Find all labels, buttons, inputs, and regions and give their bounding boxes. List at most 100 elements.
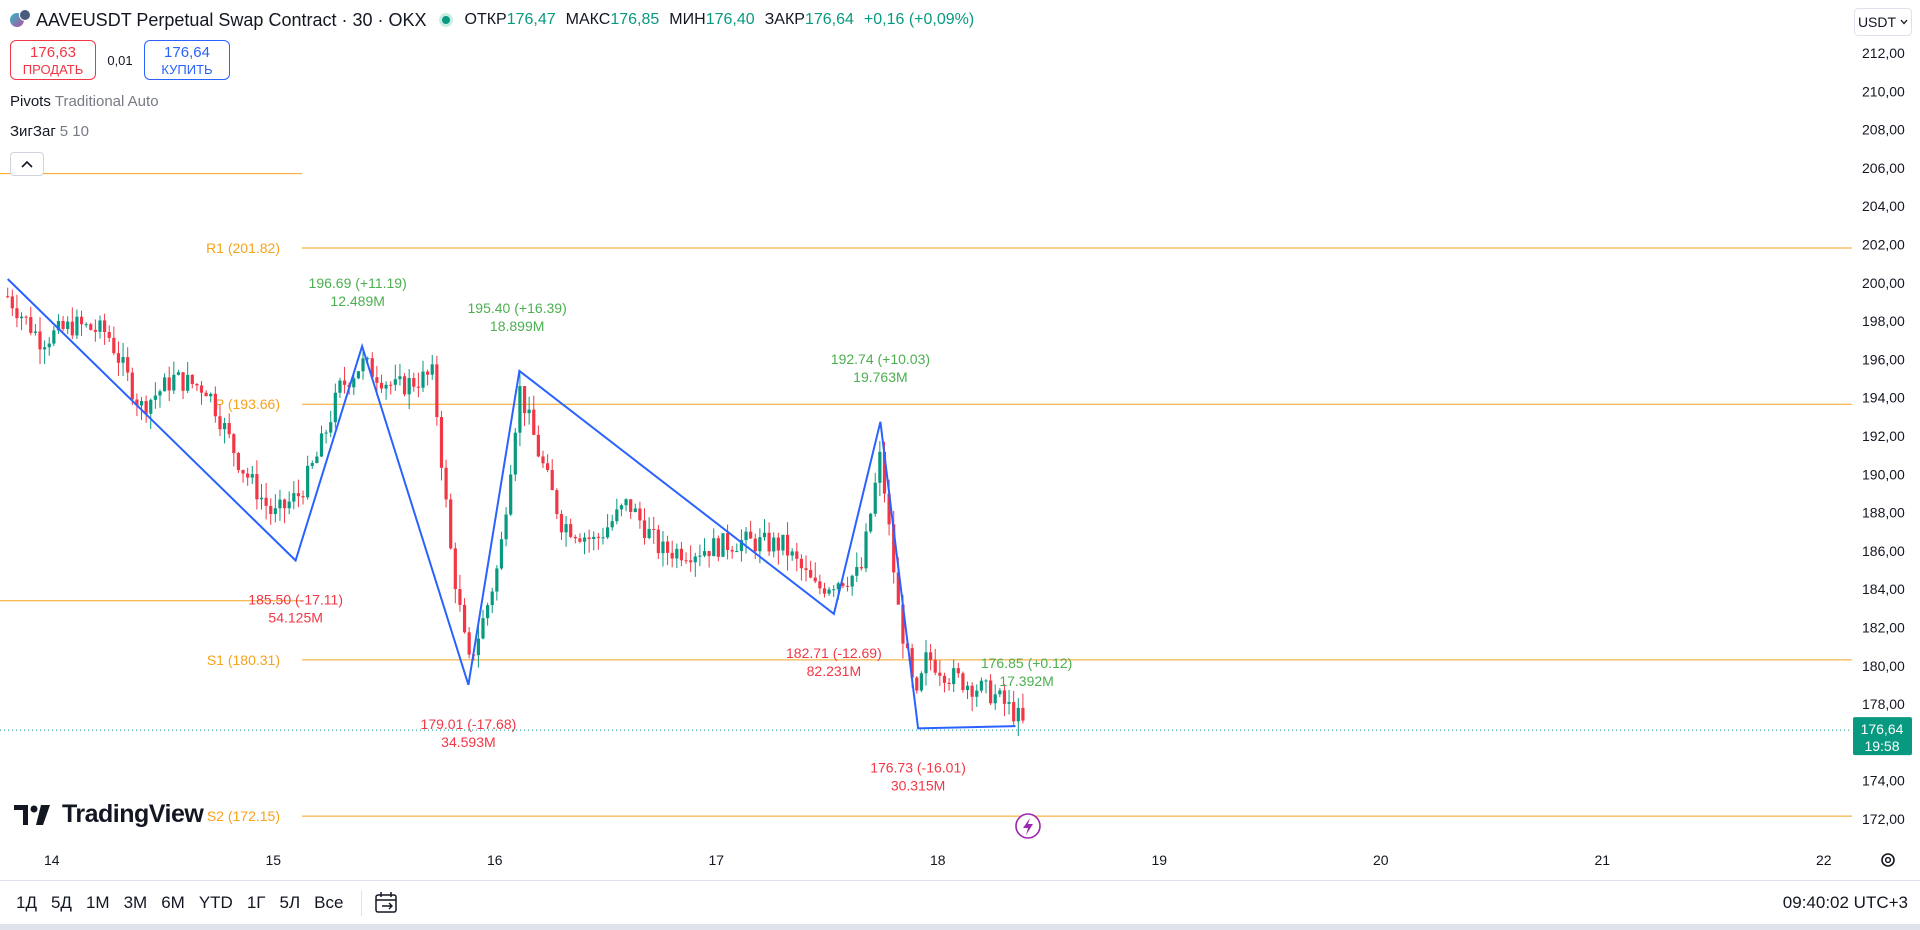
candle (656, 524, 660, 560)
y-tick-label: 198,00 (1862, 313, 1905, 329)
candle (956, 662, 960, 678)
candle (698, 544, 702, 567)
sell-button[interactable]: 176,63 ПРОДАТЬ (10, 40, 96, 80)
candle-body (509, 474, 513, 515)
candle (292, 481, 296, 510)
candle (739, 529, 744, 562)
candle-body (6, 296, 10, 298)
candle-body (135, 399, 139, 406)
x-tick-label: 20 (1373, 852, 1389, 868)
zigzag-label-volume: 30.315M (891, 777, 945, 793)
candle-body (638, 508, 642, 521)
calendar-range-icon[interactable] (374, 891, 400, 915)
candle-body (79, 316, 84, 325)
pivot-label-s1: S1 (180.31) (207, 652, 280, 668)
y-tick-label: 206,00 (1862, 160, 1905, 176)
candle (15, 294, 19, 328)
last-price-badge (1853, 717, 1912, 756)
ohlc-high: МАКС176,85 (565, 11, 660, 28)
candle-body (753, 538, 757, 552)
candle-body (370, 358, 374, 378)
range-3m[interactable]: 3М (123, 893, 148, 912)
candle-body (707, 551, 711, 557)
candle (679, 541, 684, 567)
candle (458, 574, 462, 612)
zigzag-label-price: 176.85 (+0.12) (981, 655, 1072, 671)
candle-body (236, 453, 241, 471)
range-ytd[interactable]: YTD (198, 893, 233, 912)
currency-select[interactable]: USDT (1854, 8, 1912, 36)
candle-body (652, 528, 656, 530)
chevron-down-icon (1900, 19, 1908, 25)
range-5d[interactable]: 5Д (50, 893, 72, 912)
candle (938, 660, 942, 687)
range-1d[interactable]: 1Д (16, 893, 37, 912)
candle (749, 520, 753, 539)
candle (845, 576, 850, 592)
candle-body (112, 337, 116, 354)
candle (273, 494, 277, 523)
candle-body (296, 493, 301, 497)
candle (6, 287, 10, 299)
candle-body (873, 482, 877, 514)
range-6m[interactable]: 6М (161, 893, 185, 912)
x-tick-label: 18 (930, 852, 946, 868)
gear-icon[interactable] (1881, 853, 1895, 867)
range-1m[interactable]: 1М (85, 893, 110, 912)
range-all[interactable]: Все (314, 893, 344, 912)
candle-body (961, 673, 965, 691)
candle (269, 498, 273, 525)
candle (979, 677, 983, 693)
buy-button[interactable]: 176,64 КУПИТЬ (144, 40, 230, 80)
symbol-legend: AAVEUSDT Perpetual Swap Contract · 30 · … (8, 8, 978, 32)
candle (596, 532, 600, 550)
candle-body (158, 391, 162, 396)
candle (236, 452, 241, 473)
zigzag-label-price: 185.50 (-17.11) (248, 591, 343, 607)
indicator-pivots[interactable]: Pivots Traditional Auto (10, 93, 159, 110)
candle-body (98, 320, 102, 332)
symbol-title[interactable]: AAVEUSDT Perpetual Swap Contract · 30 · … (36, 9, 427, 30)
candle (684, 552, 688, 564)
candle (209, 392, 213, 403)
price-chart[interactable]: R1 (201.82) P (193.66) S1 (180.31) S2 (172.… (0, 0, 1920, 880)
clock-timezone[interactable]: 09:40:02 UTC+3 (1782, 893, 1908, 912)
indicator-zigzag[interactable]: ЗигЗаг 5 10 (10, 123, 89, 140)
candle (421, 360, 425, 392)
candle (384, 381, 388, 400)
candle-body (250, 474, 254, 478)
candle-body (412, 378, 416, 387)
candle (795, 542, 799, 572)
candle (190, 374, 194, 389)
candle (75, 309, 79, 340)
candle-body (578, 538, 582, 542)
candle (416, 372, 420, 398)
candle (1002, 684, 1007, 717)
candle-body (979, 680, 983, 691)
tradingview-logo[interactable]: TradingView (14, 800, 204, 829)
lightning-icon[interactable] (1015, 813, 1041, 839)
range-5y[interactable]: 5Л (279, 893, 301, 912)
candle (310, 460, 314, 469)
candle (324, 429, 328, 444)
candle (222, 417, 227, 444)
candle (227, 413, 231, 439)
candle-body (855, 567, 859, 576)
range-1y[interactable]: 1Г (246, 893, 266, 912)
pivot-label-r1: R1 (201.82) (206, 240, 280, 256)
candle-body (33, 331, 37, 333)
candle-body (273, 508, 277, 515)
zigzag-lines (7, 278, 1016, 730)
candle (527, 396, 531, 425)
candle-body (301, 496, 305, 498)
candle (430, 355, 434, 380)
collapse-legend-button[interactable] (10, 152, 44, 176)
candle (813, 562, 817, 584)
candle (246, 467, 250, 486)
candle-body (813, 577, 817, 582)
candle-body (799, 558, 804, 569)
y-tick-label: 190,00 (1862, 466, 1905, 482)
candle-body (75, 316, 79, 336)
candle-body (513, 432, 517, 475)
candle-body (758, 537, 762, 552)
